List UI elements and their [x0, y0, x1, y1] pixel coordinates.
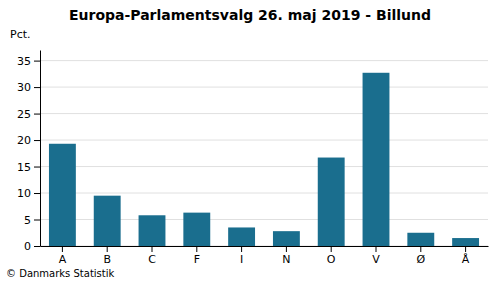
- x-tick-mark: [62, 246, 63, 252]
- x-tick: Å: [462, 246, 470, 266]
- x-tick-mark: [331, 246, 332, 252]
- x-tick-label: F: [194, 253, 200, 266]
- x-tick: F: [194, 246, 200, 266]
- y-tick-mark: [34, 220, 40, 221]
- x-tick: V: [372, 246, 380, 266]
- y-tick-label: 35: [17, 55, 31, 68]
- bar: [363, 73, 390, 246]
- x-tick: B: [103, 246, 111, 266]
- x-tick-mark: [107, 246, 108, 252]
- y-tick: 5: [24, 214, 40, 227]
- y-tick-label: 20: [17, 134, 31, 147]
- grid-line: [40, 193, 488, 194]
- y-tick: 30: [17, 81, 40, 94]
- x-tick-mark: [376, 246, 377, 252]
- x-tick-mark: [286, 246, 287, 252]
- bar: [139, 215, 166, 246]
- y-tick-mark: [34, 114, 40, 115]
- y-tick: 15: [17, 161, 40, 174]
- bar: [318, 158, 345, 246]
- x-tick: N: [282, 246, 290, 266]
- y-axis-title: Pct.: [10, 28, 31, 41]
- grid: [40, 61, 488, 246]
- x-tick-label: Å: [462, 253, 470, 266]
- y-tick-label: 15: [17, 161, 31, 174]
- y-axis-line: [40, 51, 41, 247]
- x-tick-label: I: [240, 253, 243, 266]
- x-tick-mark: [465, 246, 466, 252]
- y-tick: 0: [24, 240, 40, 253]
- grid-line: [40, 87, 488, 88]
- x-tick-label: O: [327, 253, 336, 266]
- y-tick-label: 30: [17, 81, 31, 94]
- bar: [183, 213, 210, 246]
- y-axis: 0 5 10 15 20 25 30 35: [17, 51, 41, 254]
- y-tick-mark: [34, 193, 40, 194]
- x-tick-mark: [420, 246, 421, 252]
- x-tick: A: [59, 246, 67, 266]
- x-tick: Ø: [416, 246, 425, 266]
- x-tick-mark: [241, 246, 242, 252]
- x-tick-label: A: [59, 253, 67, 266]
- y-tick-label: 0: [24, 240, 31, 253]
- x-tick-mark: [196, 246, 197, 252]
- y-tick: 20: [17, 134, 40, 147]
- y-tick-label: 10: [17, 187, 31, 200]
- y-tick: 35: [17, 55, 40, 68]
- y-tick: 10: [17, 187, 40, 200]
- x-tick: C: [148, 246, 156, 266]
- chart: A B C F I N O V Ø Å 0 5 10 15 20 25 30 35 Pct. Europa-Parla…: [0, 0, 500, 282]
- title: Europa-Parlamentsvalg 26. maj 2019 - Bil…: [69, 7, 431, 23]
- y-tick-mark: [34, 246, 40, 247]
- y-tick-mark: [34, 87, 40, 88]
- x-tick-label: V: [372, 253, 380, 266]
- x-tick-label: N: [282, 253, 290, 266]
- x-tick-label: C: [148, 253, 156, 266]
- x-tick: O: [327, 246, 336, 266]
- y-tick-label: 25: [17, 108, 31, 121]
- grid-line: [40, 166, 488, 167]
- x-tick-label: B: [103, 253, 111, 266]
- bar: [228, 227, 255, 246]
- x-tick: I: [240, 246, 243, 266]
- y-tick: 25: [17, 108, 40, 121]
- page: {"chart_data": {"type": "bar", "title": …: [0, 0, 500, 282]
- bar: [273, 231, 300, 246]
- bar: [407, 233, 434, 246]
- y-tick-mark: [34, 61, 40, 62]
- grid-line: [40, 60, 488, 61]
- bar: [452, 238, 479, 246]
- x-tick-mark: [152, 246, 153, 252]
- x-axis: ABCFINOVØÅ: [41, 246, 489, 266]
- x-tick-label: Ø: [416, 253, 425, 266]
- grid-line: [40, 140, 488, 141]
- y-tick-label: 5: [24, 214, 31, 227]
- bars: [49, 73, 479, 246]
- y-tick-mark: [34, 167, 40, 168]
- bar: [49, 144, 76, 246]
- bar: [94, 196, 121, 246]
- grid-line: [40, 113, 488, 114]
- y-tick-mark: [34, 140, 40, 141]
- footer: © Danmarks Statistik: [6, 268, 115, 279]
